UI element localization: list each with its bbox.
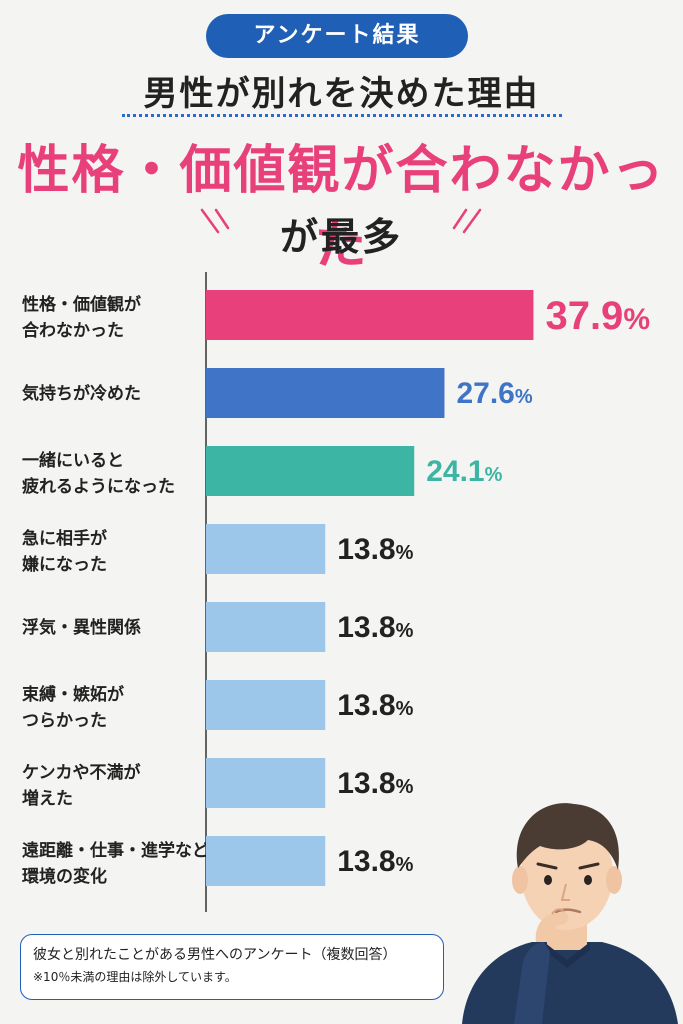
value-label: 37.9% [545, 294, 650, 338]
footnote-exclusion-note: ※10％未満の理由は除外しています。 [33, 970, 237, 984]
emphasis-lines-right-icon [452, 208, 482, 234]
value-label: 24.1% [426, 455, 502, 488]
category-label: 束縛・嫉妬がつらかった [22, 684, 124, 731]
survey-results-badge: アンケート結果 [206, 14, 468, 58]
category-label: 急に相手が嫌になった [21, 528, 107, 575]
category-label: ケンカや不満が増えた [22, 762, 141, 809]
category-label: 一緒にいると疲れるようになった [22, 450, 175, 497]
category-label: 性格・価値観が合わなかった [22, 294, 141, 341]
bar [206, 602, 326, 652]
bar [206, 836, 326, 886]
survey-footnote: 彼女と別れたことがある男性へのアンケート（複数回答） ※10％未満の理由は除外し… [20, 934, 444, 1000]
value-label: 13.8% [337, 767, 413, 800]
bar [206, 290, 534, 340]
bar [206, 524, 326, 574]
value-label: 13.8% [337, 845, 413, 878]
value-label: 27.6% [456, 377, 532, 410]
thinking-man-illustration [462, 803, 678, 1024]
page-headline: 性格・価値観が合わなかった [17, 141, 666, 276]
category-label: 気持ちが冷めた [21, 383, 141, 404]
category-label: 浮気・異性関係 [22, 617, 141, 638]
category-label: 遠距離・仕事・進学など環境の変化 [22, 840, 209, 887]
bar [206, 680, 326, 730]
headline-suffix: が最多 [279, 215, 403, 259]
bar [206, 758, 326, 808]
value-label: 13.8% [337, 611, 413, 644]
value-label: 13.8% [337, 689, 413, 722]
emphasis-lines-left-icon [200, 208, 230, 234]
bar [206, 368, 445, 418]
bar [206, 446, 415, 496]
page-subtitle: 男性が別れを決めた理由 [143, 74, 540, 114]
dotted-divider [122, 114, 562, 117]
reasons-bar-chart: 性格・価値観が合わなかった 37.9% 気持ちが冷めた 27.6% 一緒にいると疲れるよ… [21, 272, 650, 912]
footnote-survey-description: 彼女と別れたことがある男性へのアンケート（複数回答） [33, 947, 397, 963]
value-label: 13.8% [337, 533, 413, 566]
